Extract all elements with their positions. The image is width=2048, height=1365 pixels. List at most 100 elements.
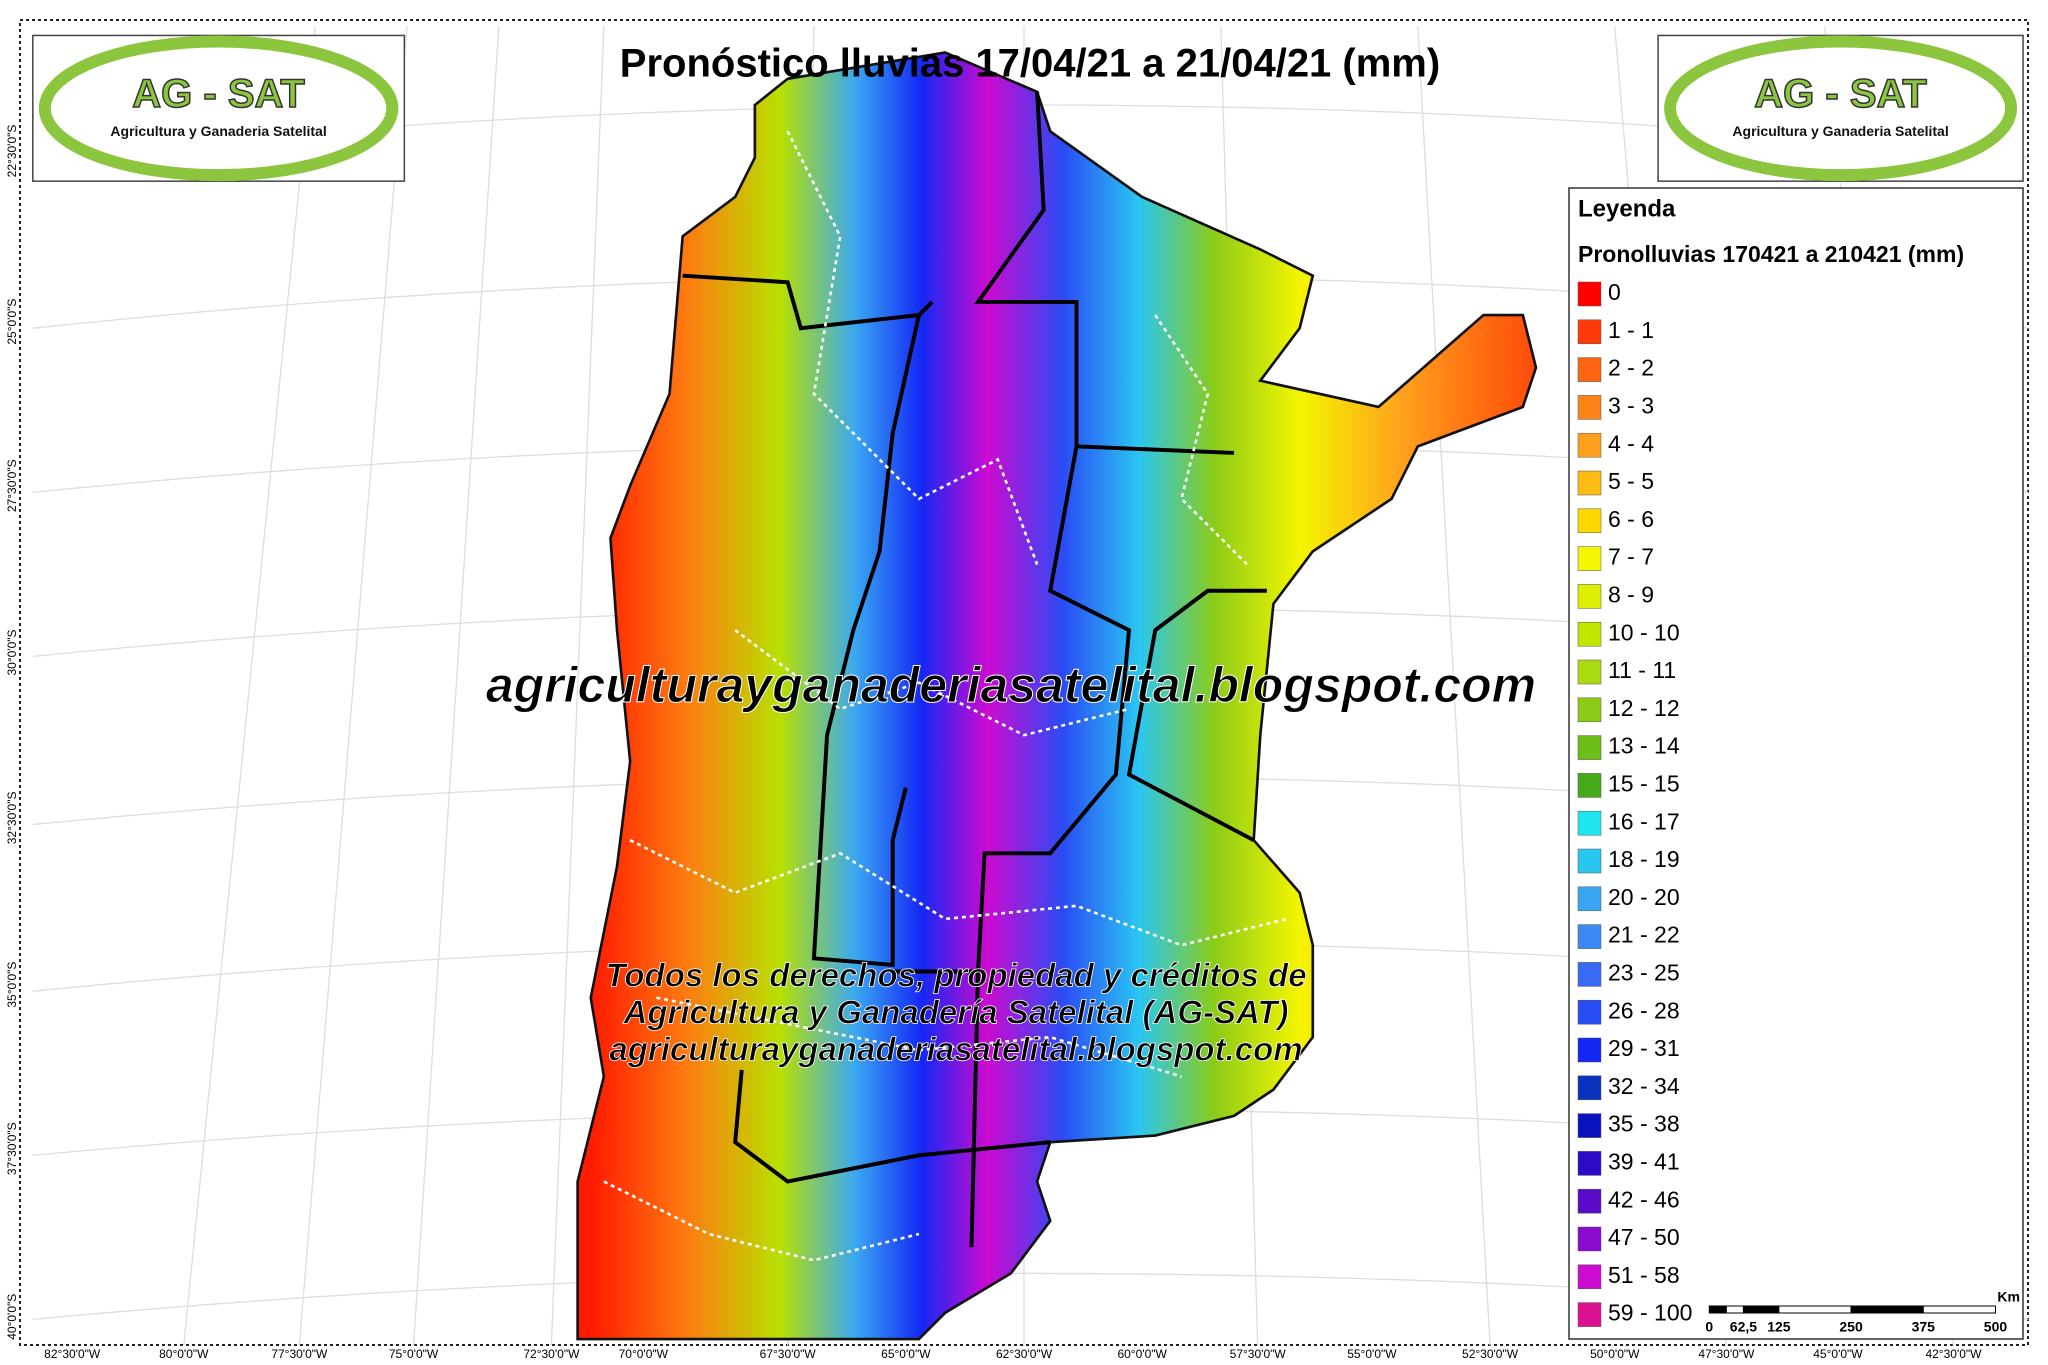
legend-swatch <box>1577 773 1602 798</box>
legend-swatch <box>1577 357 1602 382</box>
legend-label: 47 - 50 <box>1608 1224 1680 1250</box>
map-title: Pronóstico lluvias 17/04/21 a 21/04/21 (… <box>620 42 1440 86</box>
credit-line: Todos los derechos, propiedad y créditos… <box>605 957 1306 994</box>
legend-swatch <box>1577 432 1602 458</box>
longitude-label: 45°0'0"W <box>1813 1347 1863 1361</box>
legend-label: 3 - 3 <box>1608 392 1654 418</box>
legend-label: 12 - 12 <box>1608 695 1680 721</box>
longitude-label: 67°30'0"W <box>760 1347 817 1361</box>
legend-swatch <box>1577 962 1602 987</box>
longitude-label: 75°0'0"W <box>389 1347 439 1361</box>
scale-label: 500 <box>1984 1319 2008 1335</box>
legend-swatch <box>1577 848 1602 874</box>
latitude-label: 25°0'0"S <box>5 299 19 345</box>
logo-tagline: Agricultura y Ganaderia Satelital <box>1732 123 1948 139</box>
watermark: agriculturayganaderiasatelital.blogspot.… <box>486 657 1536 713</box>
legend-label: 26 - 28 <box>1608 997 1680 1023</box>
logo-name: AG - SAT <box>132 72 305 116</box>
longitude-label: 70°0'0"W <box>619 1347 669 1361</box>
scale-label: 375 <box>1912 1319 1936 1335</box>
legend-label: 5 - 5 <box>1608 468 1654 494</box>
legend-swatch <box>1577 546 1602 571</box>
legend-swatch <box>1577 584 1602 609</box>
scale-segment <box>1778 1305 1852 1314</box>
legend-label: 42 - 46 <box>1608 1186 1680 1212</box>
credit-line: Agricultura y Ganadería Satelital (AG-SA… <box>622 994 1288 1031</box>
legend-swatch <box>1577 735 1602 760</box>
legend-label: 51 - 58 <box>1608 1262 1680 1288</box>
longitude-label: 72°30'0"W <box>523 1347 580 1361</box>
logo-ring <box>38 35 399 182</box>
legend-label: 23 - 25 <box>1608 959 1680 985</box>
latitude-label: 35°0'0"S <box>5 962 19 1008</box>
logo-tagline: Agricultura y Ganaderia Satelital <box>110 123 326 139</box>
legend-swatch <box>1577 1151 1602 1176</box>
legend-swatch <box>1577 810 1602 836</box>
scale-segment <box>1850 1305 1924 1314</box>
legend-swatch <box>1577 621 1602 647</box>
legend-label: 13 - 14 <box>1608 733 1680 759</box>
legend-swatch <box>1577 281 1602 307</box>
longitude-label: 55°0'0"W <box>1347 1347 1397 1361</box>
legend-label: 7 - 7 <box>1608 544 1654 570</box>
legend-swatch <box>1577 697 1602 723</box>
legend-swatch <box>1577 999 1602 1025</box>
longitude-label: 62°30'0"W <box>996 1347 1053 1361</box>
legend-swatch <box>1577 1264 1602 1290</box>
longitude-label: 77°30'0"W <box>271 1347 328 1361</box>
legend-swatch <box>1577 924 1602 949</box>
scale-unit: Km <box>1997 1289 2020 1305</box>
legend-label: 4 - 4 <box>1608 430 1654 456</box>
legend-box <box>1568 187 2024 1340</box>
scale-segment <box>1725 1305 1744 1314</box>
scale-label: 250 <box>1839 1319 1863 1335</box>
legend-swatch <box>1577 1188 1602 1214</box>
credit-line: agriculturayganaderiasatelital.blogspot.… <box>609 1031 1302 1068</box>
map <box>32 26 2029 1346</box>
longitude-label: 52°30'0"W <box>1462 1347 1519 1361</box>
frame <box>19 19 2029 1346</box>
legend-label: 35 - 38 <box>1608 1111 1680 1137</box>
longitude-label: 82°30'0"W <box>44 1347 101 1361</box>
latitude-label: 37°30'0"S <box>5 1122 19 1175</box>
legend-label: 29 - 31 <box>1608 1035 1680 1061</box>
latitude-label: 30°0'0"S <box>5 629 19 675</box>
legend-label: 39 - 41 <box>1608 1148 1680 1174</box>
scale-segment <box>1708 1305 1727 1314</box>
legend-title: Leyenda <box>1578 195 1676 222</box>
longitude-label: 57°30'0"W <box>1230 1347 1287 1361</box>
logo-ring <box>1664 35 2018 182</box>
legend-label: 32 - 34 <box>1608 1073 1680 1099</box>
longitude-label: 50°0'0"W <box>1590 1347 1640 1361</box>
legend-label: 59 - 100 <box>1608 1300 1692 1326</box>
province-borders <box>682 91 1267 1248</box>
latitude-label: 27°30'0"S <box>5 459 19 512</box>
legend-label: 2 - 2 <box>1608 355 1654 381</box>
longitude-label: 60°0'0"W <box>1117 1347 1167 1361</box>
scale-segment <box>1922 1305 1996 1314</box>
legend-swatch <box>1577 1037 1602 1063</box>
legend-label: 8 - 9 <box>1608 581 1654 607</box>
legend-label: 11 - 11 <box>1608 657 1676 683</box>
latitude-label: 22°30'0"S <box>5 125 19 178</box>
argentina-rainfall <box>576 51 1538 1341</box>
legend-label: 20 - 20 <box>1608 884 1680 910</box>
legend-label: 16 - 17 <box>1608 808 1680 834</box>
legend-label: 21 - 22 <box>1608 922 1680 948</box>
department-borders <box>603 130 1287 1262</box>
legend-swatch <box>1577 1226 1602 1252</box>
legend-label: 18 - 19 <box>1608 846 1680 872</box>
scale-label: 125 <box>1767 1319 1791 1335</box>
legend-label: 10 - 10 <box>1608 619 1680 645</box>
legend-label: 1 - 1 <box>1608 317 1654 343</box>
longitude-label: 65°0'0"W <box>881 1347 931 1361</box>
legend-swatch <box>1577 470 1602 496</box>
latitude-label: 32°30'0"S <box>5 792 19 845</box>
legend-swatch <box>1577 395 1602 420</box>
legend-swatch <box>1577 659 1602 685</box>
logo-name: AG - SAT <box>1754 72 1927 116</box>
longitude-label: 47°30'0"W <box>1698 1347 1755 1361</box>
legend-label: 15 - 15 <box>1608 770 1680 796</box>
legend-swatch <box>1577 1075 1602 1101</box>
